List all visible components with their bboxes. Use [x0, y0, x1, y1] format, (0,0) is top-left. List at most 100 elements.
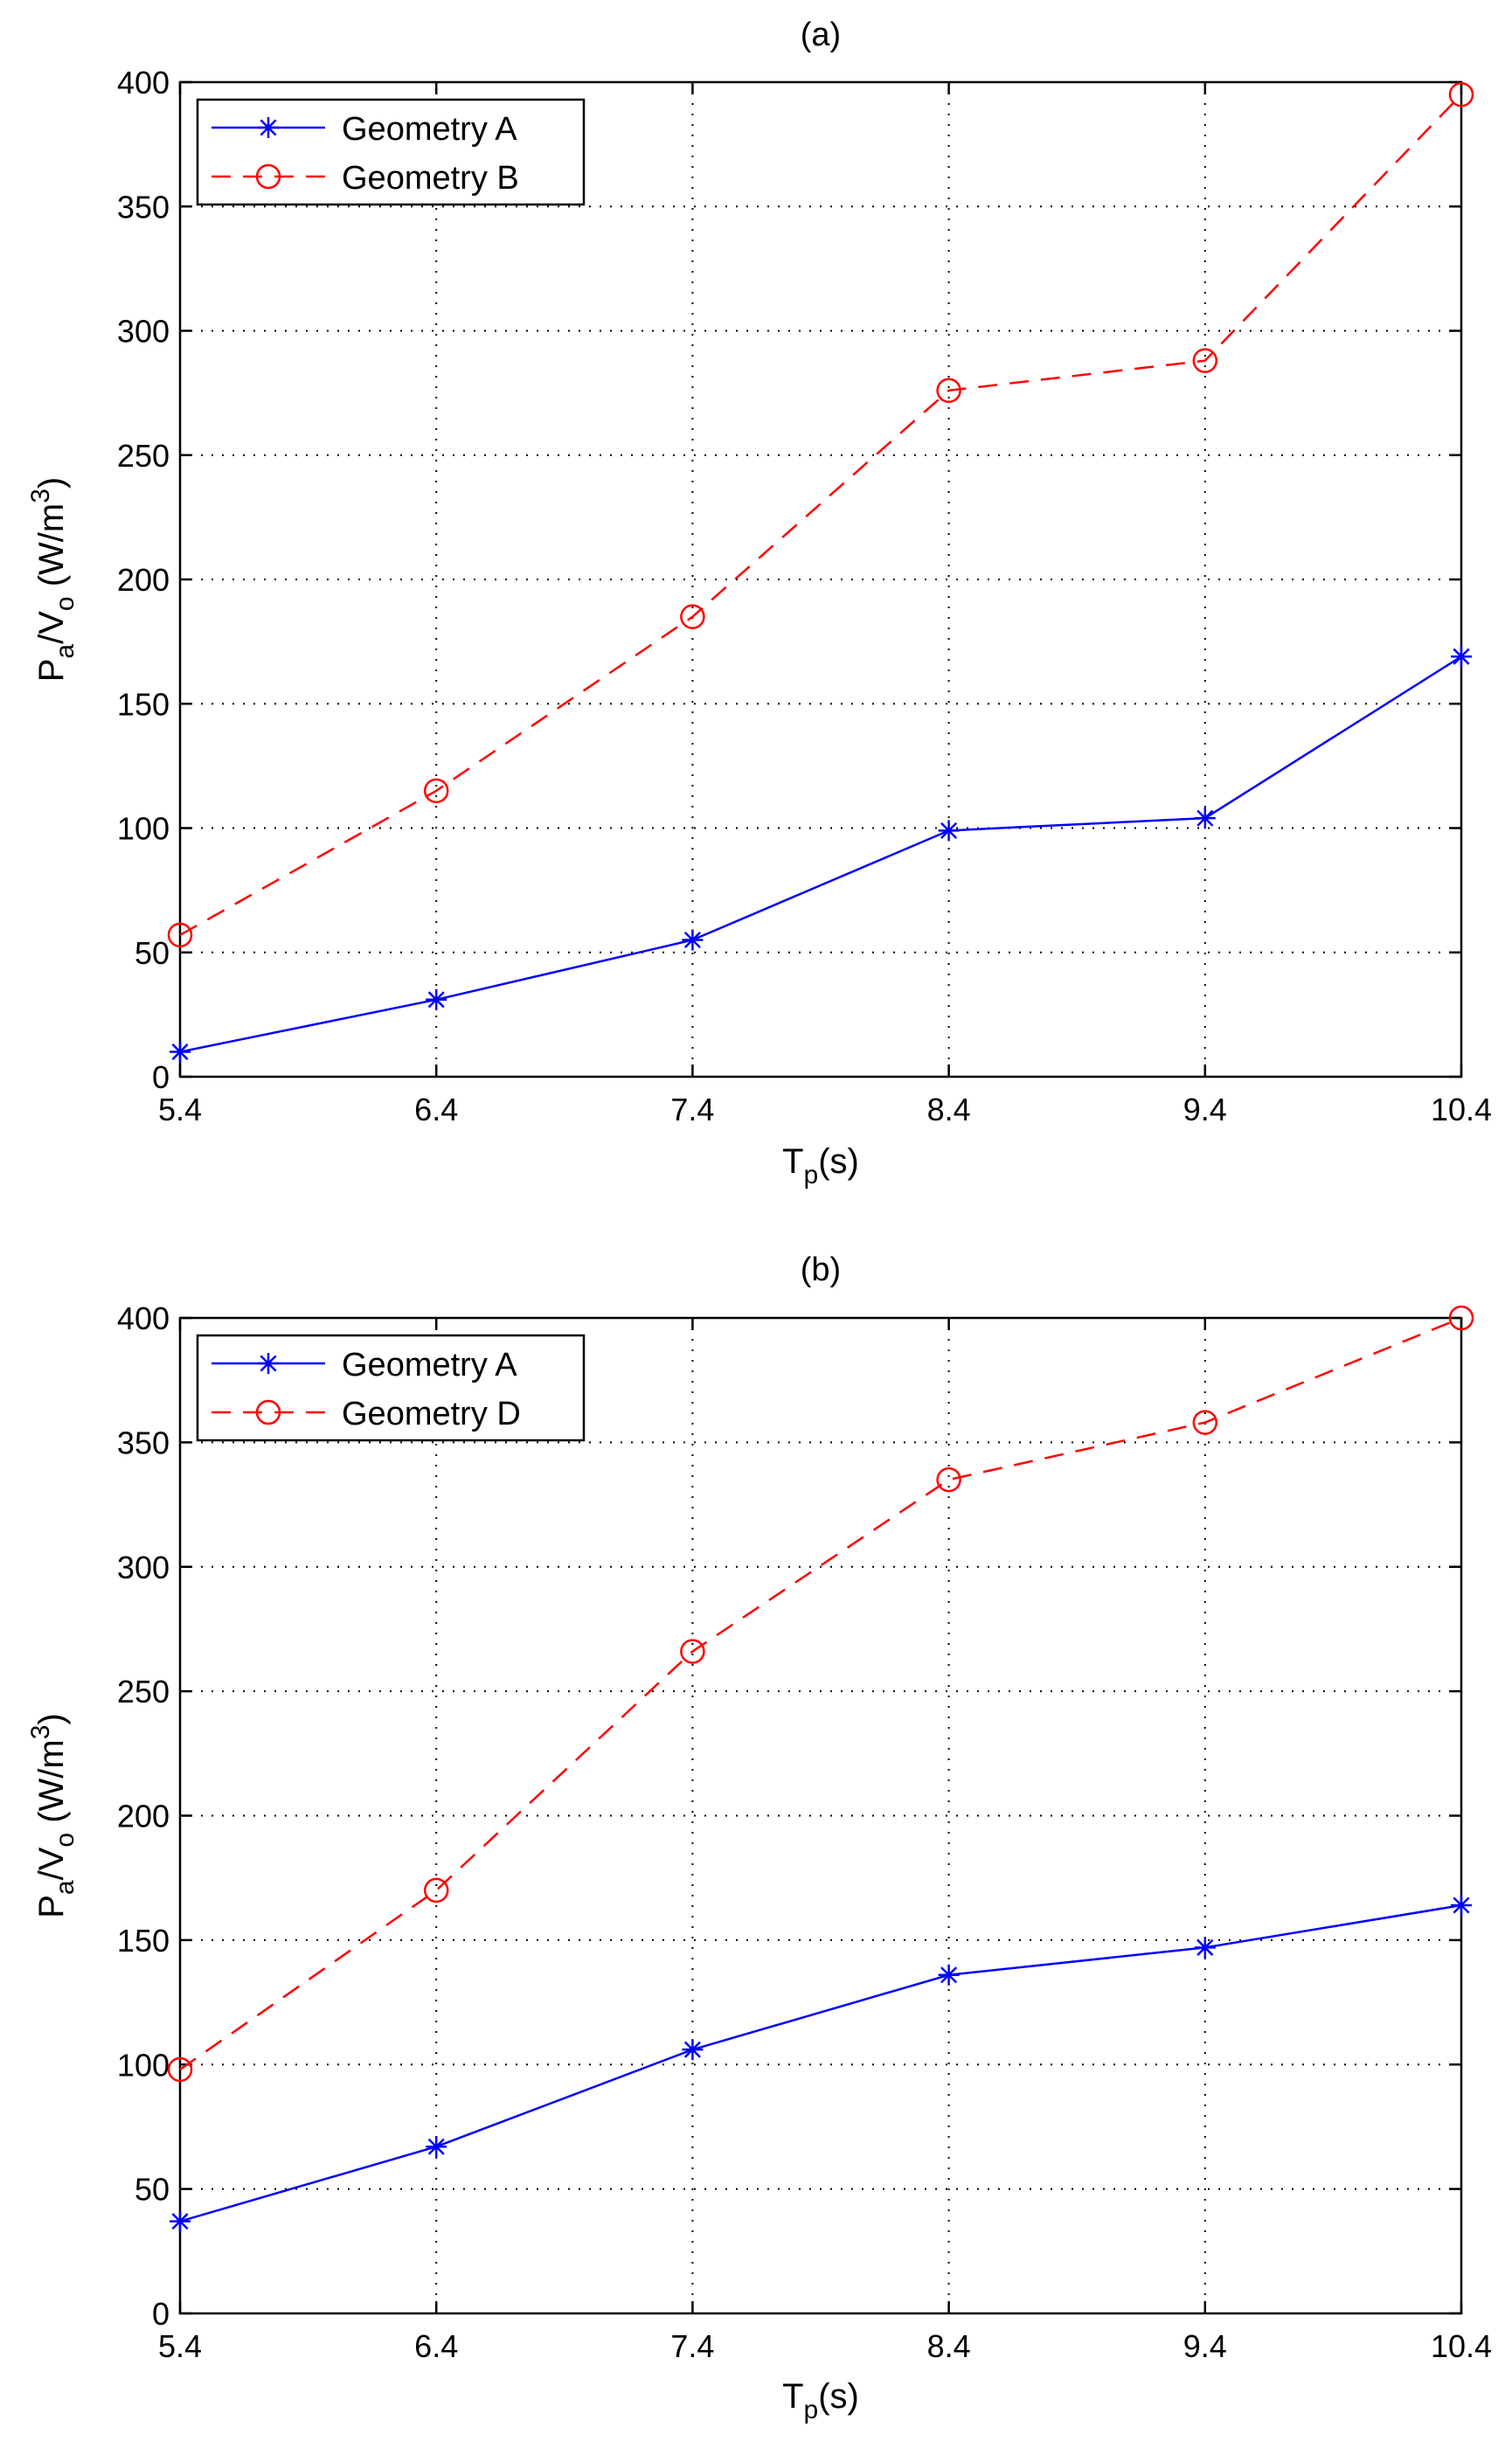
y-tick-label: 250: [117, 438, 170, 474]
series-line-geometry-b: [179, 94, 1462, 936]
x-axis-label-unit: (s): [818, 2377, 859, 2416]
star-stroke: [171, 1044, 189, 1061]
data-point-geometry-a: [938, 820, 960, 842]
y-tick-label: 350: [117, 1425, 170, 1460]
y-tick-label: 400: [117, 1300, 170, 1336]
y-axis-label-subscript: a: [51, 644, 80, 659]
y-axis-label-subscript: a: [51, 1880, 80, 1895]
data-point-geometry-d: [1192, 1410, 1218, 1435]
y-tick-label: 400: [117, 65, 170, 101]
x-axis-label: Tp(s): [782, 1142, 859, 1189]
x-tick-label: 5.4: [158, 2328, 202, 2364]
data-point-geometry-d: [680, 1639, 705, 1664]
y-tick-label: 50: [135, 2172, 170, 2208]
x-tick-label: 7.4: [670, 2328, 714, 2364]
legend-label: Geometry A: [342, 111, 517, 148]
y-axis-label-unit: ): [32, 1713, 71, 1724]
data-point-geometry-a: [682, 929, 704, 951]
data-point-geometry-b: [167, 922, 193, 948]
data-point-geometry-b: [1192, 348, 1218, 373]
y-axis-label-unit: ): [32, 477, 71, 489]
x-axis-label-main: T: [782, 1142, 803, 1181]
series-geometry-b: [167, 81, 1474, 948]
star-stroke: [427, 2138, 445, 2155]
data-point-geometry-d: [1448, 1305, 1474, 1331]
x-tick-label: 9.4: [1183, 2328, 1227, 2364]
data-point-geometry-a: [1451, 646, 1472, 668]
data-point-geometry-a: [170, 2210, 191, 2232]
x-tick-label: 10.4: [1431, 2328, 1492, 2364]
chart-title: (a): [801, 17, 841, 53]
x-tick-label: 8.4: [927, 1092, 971, 1127]
y-axis-label-superscript: 3: [26, 489, 55, 503]
y-axis-label-main: /V: [32, 1847, 71, 1880]
legend-entry-geometry-d: Geometry D: [212, 1396, 521, 1432]
star-marker: [258, 1353, 279, 1374]
circle-marker: [255, 1399, 281, 1425]
x-axis-label-subscript: p: [804, 1161, 819, 1189]
y-axis-label-main: /V: [32, 611, 71, 644]
y-tick-label: 250: [117, 1674, 170, 1709]
data-point-geometry-a: [938, 1964, 960, 1986]
y-tick-label: 200: [117, 1799, 170, 1834]
data-point-geometry-a: [1451, 1895, 1472, 1917]
data-point-geometry-a: [1194, 1937, 1216, 1959]
y-tick-label: 50: [135, 935, 170, 971]
x-tick-label: 5.4: [158, 1092, 202, 1127]
data-point-geometry-b: [423, 778, 449, 804]
y-tick-label: 300: [117, 314, 170, 350]
y-axis-label-superscript: 3: [26, 1725, 55, 1740]
legend-label: Geometry D: [342, 1396, 521, 1432]
x-axis-label-main: T: [782, 2377, 803, 2416]
chart-panel-b: 5.4 6.4 7.4 8.4 9.4 10.4 0 50 100 150 200 250 300 350…: [26, 1252, 1492, 2424]
data-point-geometry-b: [680, 604, 705, 629]
gridlines: [180, 82, 1461, 1077]
x-tick-label: 6.4: [414, 1092, 458, 1127]
series-line-geometry-a: [179, 655, 1462, 1053]
legend-label: Geometry B: [342, 160, 519, 197]
star-stroke: [260, 1355, 277, 1372]
star-stroke: [940, 1966, 958, 1984]
star-stroke: [260, 119, 277, 136]
x-axis-label-unit: (s): [818, 1142, 859, 1181]
y-tick-label: 0: [152, 2296, 170, 2332]
y-tick-label: 300: [117, 1550, 170, 1585]
series-line-geometry-a: [179, 1904, 1462, 2223]
data-point-geometry-a: [426, 2136, 447, 2158]
y-axis-label-unit: (W/m: [32, 1739, 71, 1833]
y-axis-label-main: P: [32, 659, 71, 683]
y-tick-label: 0: [152, 1059, 170, 1095]
legend: Geometry A Geometry D: [196, 1334, 586, 1442]
y-axis-label-subscript: o: [51, 596, 80, 611]
x-axis-label: Tp(s): [782, 2377, 859, 2424]
star-marker: [258, 117, 279, 138]
star-stroke: [683, 2041, 701, 2058]
legend-entry-geometry-b: Geometry B: [212, 160, 519, 197]
x-tick-label: 10.4: [1431, 1092, 1492, 1127]
legend-label: Geometry A: [342, 1347, 517, 1383]
y-axis-label-unit: (W/m: [32, 503, 71, 597]
y-tick-label: 350: [117, 189, 170, 225]
legend-entry-geometry-a: Geometry A: [212, 111, 517, 148]
x-tick-label: 8.4: [927, 2328, 971, 2364]
x-tick-label: 9.4: [1183, 1092, 1227, 1127]
data-point-geometry-b: [1448, 81, 1474, 107]
x-tick-label: 6.4: [414, 2328, 458, 2364]
series-geometry-a: [170, 646, 1472, 1063]
data-point-geometry-d: [167, 2056, 193, 2083]
circle-marker: [255, 163, 281, 190]
star-stroke: [1196, 809, 1214, 827]
data-point-geometry-a: [1194, 808, 1216, 829]
y-axis-label: Pa/Vo (W/m3): [26, 477, 80, 683]
series-geometry-a: [170, 1895, 1472, 2232]
chart-panel-a: 5.4 6.4 7.4 8.4 9.4 10.4 0 50 100 150 200 250 300 350…: [26, 17, 1492, 1189]
y-axis-label: Pa/Vo (W/m3): [26, 1713, 80, 1918]
star-stroke: [940, 822, 958, 839]
series-line-geometry-d: [179, 1316, 1462, 2070]
y-tick-label: 100: [117, 811, 170, 847]
x-tick-label: 7.4: [670, 1092, 714, 1127]
data-point-geometry-a: [682, 2039, 704, 2061]
y-tick-label: 150: [117, 1923, 170, 1959]
star-stroke: [1453, 648, 1470, 665]
